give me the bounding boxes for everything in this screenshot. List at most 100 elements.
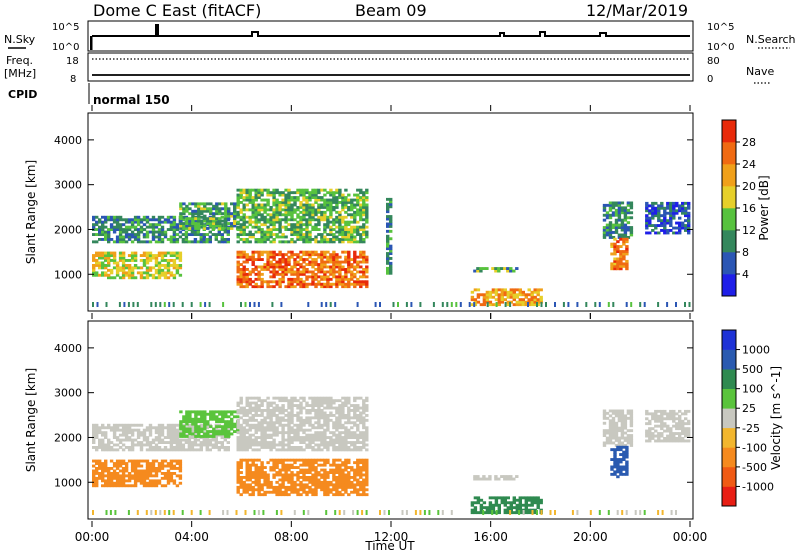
velocity-cell (629, 409, 634, 413)
velocity-cell (657, 437, 661, 440)
velocity-speckle (441, 510, 444, 515)
velocity-cell (224, 410, 228, 414)
velocity-cell (320, 463, 324, 467)
power-cell (163, 276, 168, 280)
power-cell (666, 204, 670, 208)
velocity-cell (245, 466, 249, 469)
power-cell (341, 193, 345, 197)
power-cell (157, 276, 162, 280)
power-cell (308, 275, 312, 279)
power-cell (335, 196, 339, 199)
power-cell (257, 258, 261, 261)
velocity-cell (359, 448, 363, 452)
velocity-cell (275, 431, 279, 435)
velocity-cell (362, 443, 366, 447)
power-cell (194, 222, 198, 225)
velocity-cell (317, 478, 321, 482)
power-cell (497, 300, 501, 304)
velocity-cell (112, 464, 117, 468)
velocity-cell (314, 436, 318, 439)
velocity-cell (112, 428, 117, 432)
velocity-cell (121, 448, 126, 452)
power-cell (133, 266, 138, 270)
velocity-cell (488, 503, 493, 507)
power-cell (620, 201, 625, 205)
ytick-label: 2000 (54, 431, 82, 444)
power-cell (296, 220, 300, 224)
power-cell (326, 198, 330, 202)
velocity-cell (115, 443, 120, 447)
velocity-cell (290, 441, 294, 444)
power-cell (341, 235, 345, 239)
power-cell (206, 217, 210, 221)
velocity-cell (539, 501, 543, 505)
velocity-cell (115, 438, 120, 442)
power-cell (239, 218, 243, 222)
velocity-cell (326, 401, 330, 405)
velocity-cell (118, 479, 123, 483)
power-cell (356, 228, 360, 231)
velocity-cell (182, 435, 186, 438)
velocity-cell (211, 438, 215, 442)
velocity-cell (687, 427, 691, 431)
power-cell (239, 215, 243, 219)
velocity-cell (648, 422, 652, 426)
power-cell (512, 288, 516, 292)
power-cell (672, 231, 676, 235)
power-cell (245, 255, 249, 259)
velocity-cell (675, 412, 679, 416)
power-cell (193, 240, 198, 244)
power-cell (347, 206, 351, 209)
velocity-cell (476, 501, 481, 505)
power-cell (185, 209, 189, 213)
velocity-cell (314, 468, 318, 472)
power-cell (160, 233, 165, 236)
velocity-cell (329, 399, 333, 403)
power-cell (302, 265, 306, 269)
power-cell (521, 298, 525, 302)
velocity-cell (347, 483, 351, 487)
power-cell (308, 260, 312, 264)
velocity-cell (308, 461, 312, 465)
power-cell (623, 213, 628, 217)
power-cell (278, 210, 282, 214)
velocity-cell (320, 448, 324, 452)
power-cell (275, 253, 279, 257)
power-cell (622, 242, 626, 246)
power-cell (160, 273, 165, 277)
power-cell (338, 268, 342, 271)
velocity-cell (148, 423, 153, 427)
velocity-cell (311, 438, 315, 442)
power-cell (196, 240, 201, 244)
power-cell (127, 271, 132, 275)
power-cell (160, 268, 165, 272)
velocity-cell (359, 471, 363, 474)
power-speckle (118, 302, 121, 307)
velocity-speckle (634, 510, 637, 515)
velocity-cell (236, 448, 240, 452)
velocity-cell (284, 438, 288, 442)
velocity-cell (115, 476, 120, 480)
power-cell (362, 206, 366, 209)
velocity-cell (245, 409, 249, 412)
velocity-cell (287, 428, 291, 432)
power-cell (101, 264, 105, 267)
velocity-speckle (522, 510, 525, 515)
power-cell (341, 228, 345, 231)
power-cell (359, 275, 363, 279)
velocity-cell (275, 490, 279, 494)
velocity-cell (311, 490, 315, 494)
velocity-cell (320, 411, 324, 415)
power-cell (169, 259, 174, 262)
velocity-cell (359, 418, 363, 422)
power-cell (266, 228, 270, 231)
power-cell (133, 218, 138, 222)
velocity-cell (684, 409, 688, 413)
velocity-cell (524, 501, 528, 505)
power-cell (533, 300, 537, 304)
power-cell (287, 193, 291, 197)
power-cell (305, 220, 309, 224)
power-cell (533, 290, 537, 294)
velocity-cell (296, 431, 300, 435)
power-cell (260, 277, 264, 281)
